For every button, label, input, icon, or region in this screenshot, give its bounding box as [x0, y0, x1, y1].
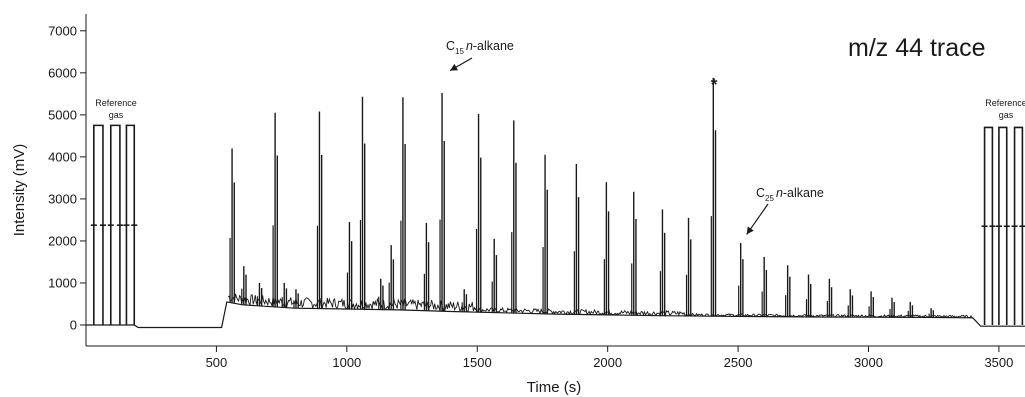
y-tick-label: 3000: [48, 191, 77, 206]
ref-gas-left-label-1: Reference: [95, 98, 137, 108]
y-tick-label: 0: [70, 317, 77, 332]
ref-gas-left-label-2: gas: [109, 110, 124, 120]
y-tick-label: 2000: [48, 233, 77, 248]
x-tick-label: 500: [206, 355, 228, 370]
x-tick-label: 3000: [854, 355, 883, 370]
c15-label: C15 n-alkane: [446, 39, 514, 56]
ref-gas-right-label-1: Reference: [985, 98, 1025, 108]
c25-label: C25 n-alkane: [756, 186, 824, 203]
annotation-arrows: [449, 57, 769, 235]
chart-title: m/z 44 trace: [848, 34, 986, 62]
plot-area: [86, 77, 1025, 329]
x-tick-label: 3500: [984, 355, 1013, 370]
y-tick-label: 5000: [48, 107, 77, 122]
y-tick-label: 4000: [48, 149, 77, 164]
x-tick-label: 1000: [332, 355, 361, 370]
anomaly-star: *: [711, 75, 718, 94]
c25-arrow-head: [746, 226, 754, 235]
noise-trace: [227, 293, 973, 319]
x-tick-label: 2500: [724, 355, 753, 370]
y-tick-label: 7000: [48, 23, 77, 38]
x-tick-label: 2000: [593, 355, 622, 370]
ref-gas-right-label-2: gas: [999, 110, 1014, 120]
y-axis-title: Intensity (mV): [11, 144, 28, 237]
y-tick-label: 6000: [48, 65, 77, 80]
axes: 0 1000 2000 3000 4000 5000 6000 7000 500 1000 1500…: [48, 14, 1025, 370]
x-tick-label: 1500: [463, 355, 492, 370]
y-tick-label: 1000: [48, 275, 77, 290]
x-axis-title: Time (s): [527, 379, 581, 396]
c15-arrow-head: [450, 63, 459, 71]
